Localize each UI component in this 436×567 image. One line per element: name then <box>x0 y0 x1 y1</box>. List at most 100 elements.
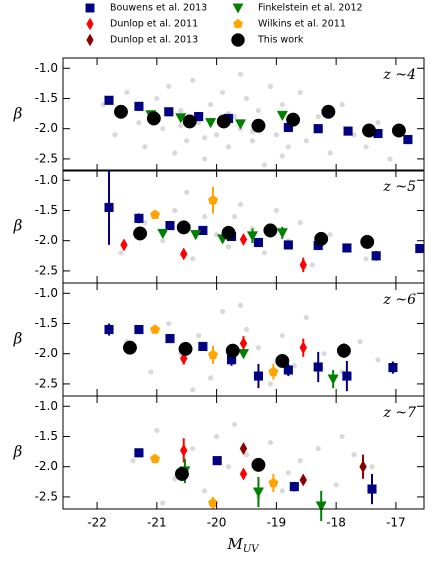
background-point <box>142 219 148 226</box>
point <box>299 341 307 355</box>
point <box>342 371 352 381</box>
point <box>134 213 144 223</box>
point <box>415 244 425 254</box>
y-axis-label: β <box>13 443 23 461</box>
point <box>268 366 279 377</box>
point <box>180 443 188 457</box>
background-point <box>363 256 369 262</box>
background-point <box>255 107 262 114</box>
background-point <box>327 232 333 238</box>
background-point <box>166 83 172 90</box>
point <box>208 194 219 205</box>
point <box>104 95 114 105</box>
point <box>134 101 144 111</box>
point <box>150 209 161 219</box>
background-point <box>231 421 238 428</box>
x-tick-label: -21 <box>147 516 167 530</box>
point <box>314 231 329 246</box>
background-point <box>243 452 250 458</box>
background-point <box>339 433 345 440</box>
point <box>275 353 290 368</box>
legend-label: Dunlop et al. 2011 <box>110 19 198 30</box>
point <box>313 362 323 372</box>
point <box>180 247 188 261</box>
background-point <box>297 458 303 464</box>
y-tick-label: -1.5 <box>35 91 58 105</box>
point <box>371 251 381 261</box>
background-point <box>166 320 172 327</box>
background-point <box>154 427 160 434</box>
background-point <box>160 126 166 132</box>
legend-label: Dunlop et al. 2013 <box>110 35 198 46</box>
y-tick-label: -2.5 <box>35 263 58 277</box>
background-point <box>237 71 244 77</box>
point <box>175 113 187 124</box>
y-axis-label: β <box>13 217 23 235</box>
point <box>239 232 248 247</box>
y-tick-label: -1.0 <box>35 61 58 75</box>
panel-frame <box>62 169 425 284</box>
background-point <box>351 452 357 458</box>
panel: -1.0 -1.5 -2.0 -2.5 z ~4 β <box>13 57 425 172</box>
background-point <box>279 332 285 339</box>
background-point <box>327 150 333 156</box>
point <box>174 466 189 481</box>
point <box>276 110 288 122</box>
legend-label: Wilkins et al. 2011 <box>258 19 346 30</box>
point <box>182 114 197 129</box>
background-point <box>267 439 273 446</box>
background-point <box>178 123 184 129</box>
background-point <box>249 226 256 232</box>
background-point <box>219 89 226 96</box>
point <box>315 501 327 512</box>
point <box>313 124 323 134</box>
y-tick-label: -2.0 <box>35 121 58 135</box>
background-point <box>214 433 220 440</box>
background-point <box>273 132 279 138</box>
point <box>403 135 413 145</box>
background-point <box>190 77 196 83</box>
point <box>367 484 377 494</box>
background-point <box>285 470 291 476</box>
background-point <box>291 363 297 369</box>
point <box>208 497 219 508</box>
background-point <box>190 387 196 393</box>
background-point <box>267 381 273 387</box>
point <box>263 223 278 238</box>
background-point <box>231 213 238 220</box>
background-point <box>357 339 363 345</box>
point <box>234 119 247 130</box>
background-point <box>309 262 315 268</box>
background-point <box>225 144 232 150</box>
background-point <box>369 464 375 470</box>
background-point <box>202 213 208 220</box>
point <box>104 324 114 335</box>
background-point <box>387 156 393 162</box>
x-tick-label: -20 <box>207 516 227 530</box>
y-tick-label: -2.0 <box>35 346 58 360</box>
point <box>176 220 191 235</box>
y-axis-label: β <box>13 105 23 123</box>
panel-frame <box>62 57 425 172</box>
y-tick-label: -2.0 <box>35 459 58 473</box>
background-point <box>160 500 166 506</box>
background-point <box>112 132 118 138</box>
point <box>157 228 169 240</box>
point <box>283 365 293 375</box>
point <box>164 107 174 117</box>
x-tick-label: -19 <box>267 516 287 530</box>
background-point <box>321 351 327 357</box>
background-point <box>273 207 279 214</box>
legend-entry: Dunlop et al. 2013 <box>86 33 198 47</box>
point <box>321 104 336 119</box>
background-point <box>297 89 303 96</box>
background-point <box>118 250 124 256</box>
panel: -1.0 -1.5 -2.0 -2.5 z ~5 β <box>13 169 425 284</box>
point <box>289 482 299 492</box>
legend-marker <box>86 17 94 31</box>
x-axis-label: MUV <box>226 535 260 555</box>
background-point <box>208 101 214 108</box>
panel-frame <box>62 395 425 510</box>
background-point <box>267 83 273 90</box>
